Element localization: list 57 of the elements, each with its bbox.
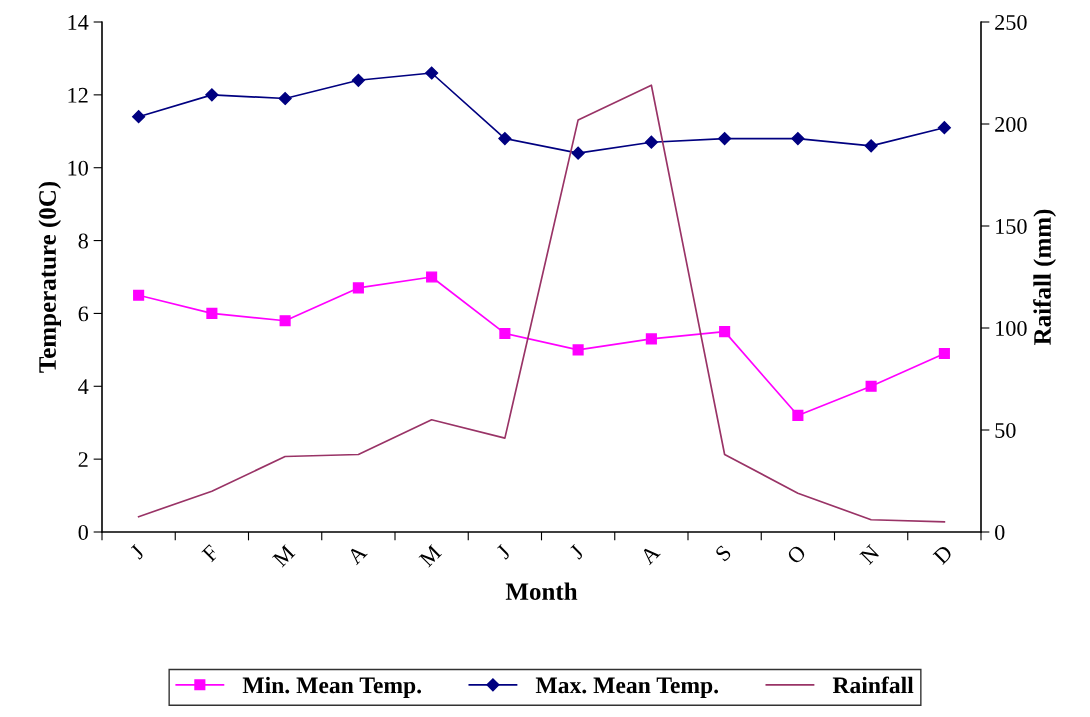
line-series bbox=[137, 84, 946, 523]
point bbox=[352, 282, 364, 294]
point bbox=[718, 131, 732, 146]
y-tick-label: 0 bbox=[78, 524, 88, 540]
x-tick-label: A bbox=[346, 543, 368, 566]
point bbox=[205, 88, 219, 102]
point bbox=[279, 315, 291, 327]
y-tick-label: 6 bbox=[78, 306, 89, 322]
x-tick-label: J bbox=[129, 544, 146, 560]
point bbox=[572, 344, 584, 356]
x-tick-label: D bbox=[932, 544, 954, 565]
y2-tick-label: 0 bbox=[995, 524, 1005, 540]
y2-tick-label: 100 bbox=[996, 320, 1027, 336]
y2-tick-label: 200 bbox=[995, 116, 1027, 132]
point bbox=[498, 131, 512, 146]
point bbox=[425, 66, 439, 80]
y-tick-label: 2 bbox=[78, 452, 88, 467]
point bbox=[937, 121, 951, 135]
point bbox=[206, 307, 218, 319]
point bbox=[792, 409, 804, 421]
point bbox=[644, 135, 658, 149]
point bbox=[938, 347, 950, 360]
point bbox=[864, 139, 878, 153]
point bbox=[426, 271, 438, 283]
y-tick-label: 14 bbox=[68, 15, 89, 30]
y-tick-label: 4 bbox=[78, 379, 89, 394]
point bbox=[719, 326, 731, 338]
x-tick-label: M bbox=[418, 544, 442, 568]
x-tick-label: A bbox=[639, 543, 661, 566]
point bbox=[133, 289, 145, 301]
x-tick-label: F bbox=[201, 544, 220, 563]
point bbox=[132, 110, 146, 124]
x-tick-label: J bbox=[495, 544, 512, 560]
x-tick-label: N bbox=[859, 544, 881, 565]
x-tick-label: S bbox=[714, 544, 732, 562]
y-tick-label: 8 bbox=[78, 233, 88, 249]
point bbox=[499, 327, 511, 340]
y-tick-label: 12 bbox=[68, 87, 88, 103]
x-tick-label: O bbox=[786, 544, 807, 565]
x-tick-label: J bbox=[568, 544, 585, 560]
legend-label: Rainfall bbox=[832, 676, 914, 694]
y2-tick-label: 50 bbox=[995, 422, 1016, 438]
y2-tick-label: 150 bbox=[996, 218, 1027, 234]
legend-label: Min. Mean Temp. bbox=[242, 676, 422, 699]
point bbox=[645, 333, 657, 345]
y2-axis-title: Raifall (mm) bbox=[1033, 209, 1057, 345]
point bbox=[278, 91, 292, 106]
y-tick-label: 10 bbox=[68, 160, 88, 176]
point bbox=[791, 131, 805, 146]
x-tick-label: M bbox=[272, 544, 296, 568]
point bbox=[571, 146, 585, 160]
x-axis-title: Month bbox=[505, 582, 578, 601]
point bbox=[351, 73, 365, 87]
y-axis-title: Temperature (0C) bbox=[38, 181, 62, 373]
legend-label: Max. Mean Temp. bbox=[535, 677, 719, 699]
y2-tick-label: 250 bbox=[995, 14, 1027, 30]
point bbox=[865, 380, 877, 392]
